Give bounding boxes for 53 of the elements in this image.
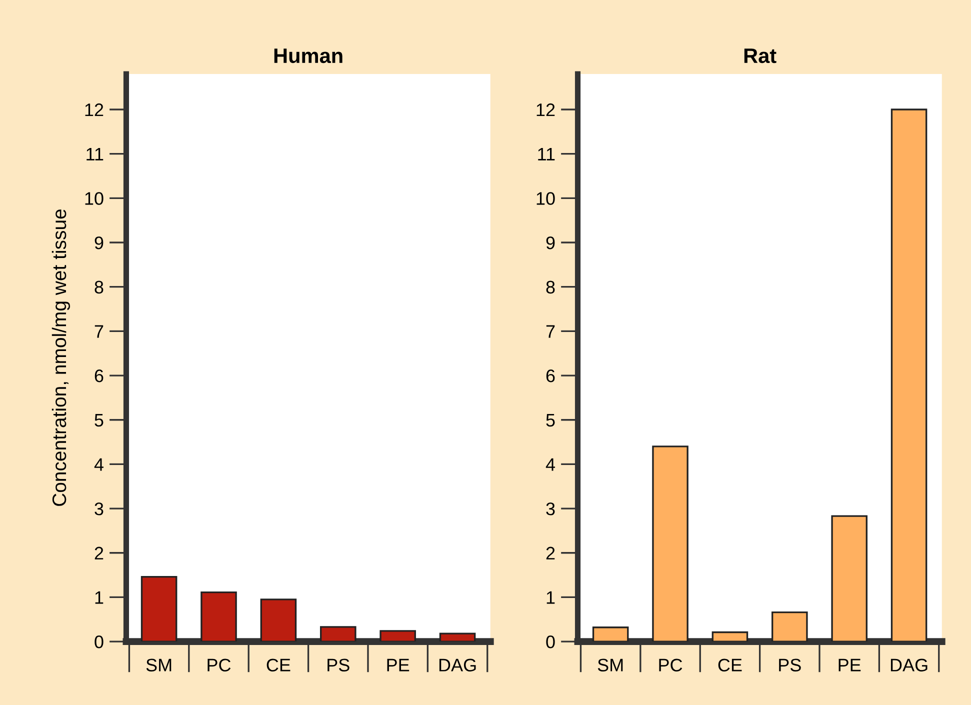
y-tick-label: 4 [94,458,104,471]
y-tick-label: 5 [94,414,104,427]
y-tick-label: 5 [546,414,555,427]
x-tick-label: CE [266,658,290,672]
x-tick-label: PC [208,658,231,672]
bar [652,446,688,642]
y-tick-label: 6 [94,369,104,382]
y-tick-label: 9 [94,236,104,250]
y-tick-label: 11 [86,148,104,160]
y-tick-label: 0 [94,635,104,648]
y-tick-label: 6 [546,369,555,382]
y-tick-label: 7 [546,325,555,338]
y-tick-label: 10 [536,192,555,205]
x-tick-label: PE [387,658,410,672]
bar [380,630,416,642]
y-tick-label: 1 [95,591,104,604]
y-tick-label: 7 [94,325,104,338]
x-tick-label: DAG [890,658,928,672]
y-tick-label: 8 [546,280,555,294]
bar [439,632,476,642]
y-tick-label: 3 [94,502,104,516]
x-tick-label: PS [328,658,350,672]
y-tick-label: 4 [546,458,555,471]
x-tick-label: SM [146,658,172,672]
y-tick-label: 1 [546,591,555,604]
y-tick-label: 12 [536,103,555,116]
bar [140,576,178,642]
y-axis-title: Concentration, nmol/mg wet tissue [52,210,70,506]
y-tick-label: 8 [94,280,104,294]
bar [320,626,356,642]
x-tick-label: PS [779,658,801,672]
y-tick-label: 3 [546,502,555,516]
y-tick-label: 2 [546,546,555,560]
y-tick-label: 2 [94,546,104,560]
y-tick-label: 9 [546,236,555,250]
y-tick-label: 0 [546,635,555,648]
x-tick-label: PC [659,658,682,672]
bar [772,611,808,642]
y-tick-label: 11 [538,148,555,160]
chart-title: Rat [744,48,776,64]
x-tick-label: DAG [439,658,476,672]
y-tick-label: 12 [85,103,104,116]
bar [890,108,928,642]
bar [831,515,868,642]
x-tick-label: SM [598,658,623,672]
bar [260,598,297,642]
x-tick-label: PE [838,658,861,672]
bar [712,631,748,642]
bar [592,626,629,642]
bar [200,592,237,642]
x-tick-label: CE [718,658,742,672]
y-tick-label: 10 [85,192,104,205]
chart-title: Human [274,48,342,64]
